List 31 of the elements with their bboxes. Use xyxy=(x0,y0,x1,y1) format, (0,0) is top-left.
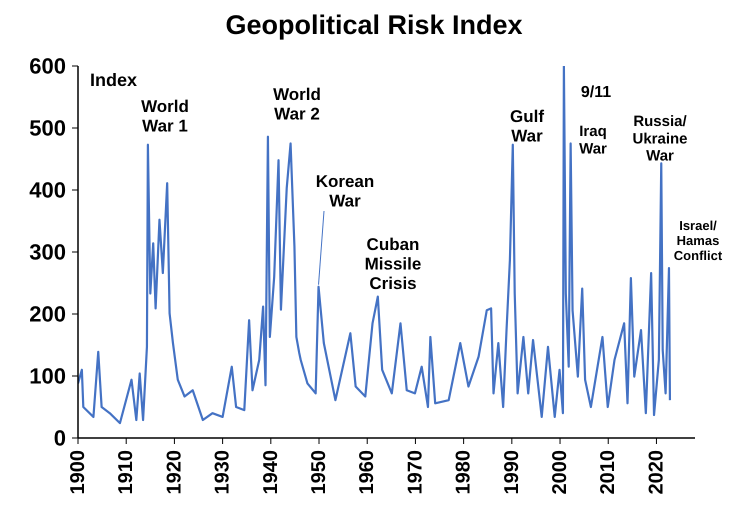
y-axis-title: Index xyxy=(90,70,138,91)
x-tick-label: 1990 xyxy=(500,450,523,494)
x-tick-label: 1920 xyxy=(163,450,186,494)
annotation: Iraq War xyxy=(579,123,608,158)
x-tick-label: 1930 xyxy=(212,450,234,494)
y-tick-label: 0 xyxy=(54,426,66,450)
x-tick-label: 2010 xyxy=(597,450,620,494)
annotation: Russia/ Ukraine War xyxy=(632,113,688,164)
y-tick-label: 400 xyxy=(29,178,66,202)
y-tick-label: 500 xyxy=(29,116,66,140)
y-tick-label: 100 xyxy=(29,364,66,388)
x-tick-label: 1910 xyxy=(115,450,138,494)
x-tick-label: 1970 xyxy=(404,450,426,494)
y-tick-label: 300 xyxy=(29,240,66,264)
annotation: Gulf War xyxy=(510,107,544,146)
x-tick-label: 1940 xyxy=(260,450,282,494)
annotation: Cuban Missile Crisis xyxy=(364,235,422,294)
x-tick-label: 1950 xyxy=(308,450,330,494)
chart-title: Geopolitical Risk Index xyxy=(224,10,524,41)
annotation: Korean War xyxy=(316,172,374,211)
annotation: World War 2 xyxy=(273,85,321,124)
x-tick-label: 1900 xyxy=(67,450,89,494)
annotation: Israel/ Hamas Conflict xyxy=(674,218,723,263)
x-tick-label: 1980 xyxy=(452,450,475,494)
annotation: 9/11 xyxy=(580,84,612,101)
x-tick-label: 2020 xyxy=(645,450,668,494)
annotation: World War 1 xyxy=(141,97,189,136)
y-tick-label: 200 xyxy=(29,302,66,326)
x-tick-label: 2000 xyxy=(549,450,572,494)
y-tick-label: 600 xyxy=(29,54,66,78)
x-tick-label: 1960 xyxy=(356,450,378,494)
